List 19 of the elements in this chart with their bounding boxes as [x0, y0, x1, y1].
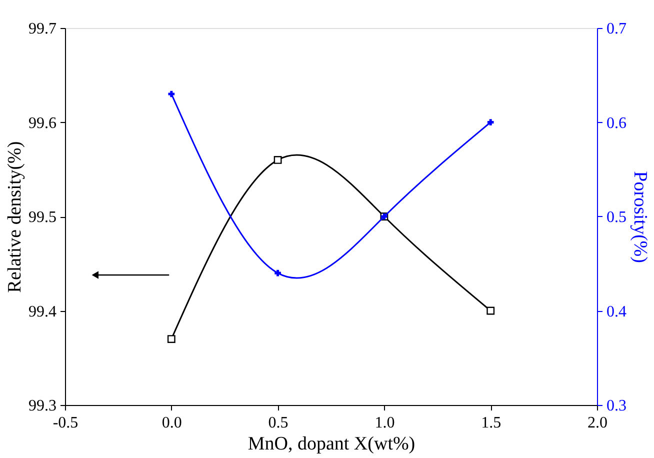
- y-axis-title: Relative density(%): [4, 141, 26, 293]
- y-tick-label: 99.3: [28, 398, 56, 414]
- x-tick-label: 2.0: [588, 414, 608, 432]
- x-axis-title: MnO, dopant X(wt%): [248, 434, 416, 454]
- y-tick-label: 99.5: [28, 209, 56, 226]
- y-tick-label: 99.7: [28, 20, 56, 38]
- y-tick-label: 99.6: [28, 114, 56, 132]
- y-tick-label: 99.4: [28, 303, 56, 320]
- y2-tick-label: 0.5: [606, 209, 626, 226]
- y2-tick-label: 0.7: [606, 20, 626, 38]
- x-tick-label: 0.0: [162, 414, 182, 432]
- x-tick-label: 0.5: [268, 414, 288, 432]
- x-tick-label: 1.0: [374, 414, 395, 432]
- y2-tick-label: 0.6: [606, 114, 626, 132]
- x-tick-label: 1.5: [481, 414, 502, 432]
- x-tick-label: -0.5: [52, 414, 78, 432]
- y2-tick-label: 0.4: [606, 303, 626, 320]
- y2-axis-title: Porosity(%): [630, 171, 650, 263]
- y2-tick-label: 0.3: [606, 398, 626, 414]
